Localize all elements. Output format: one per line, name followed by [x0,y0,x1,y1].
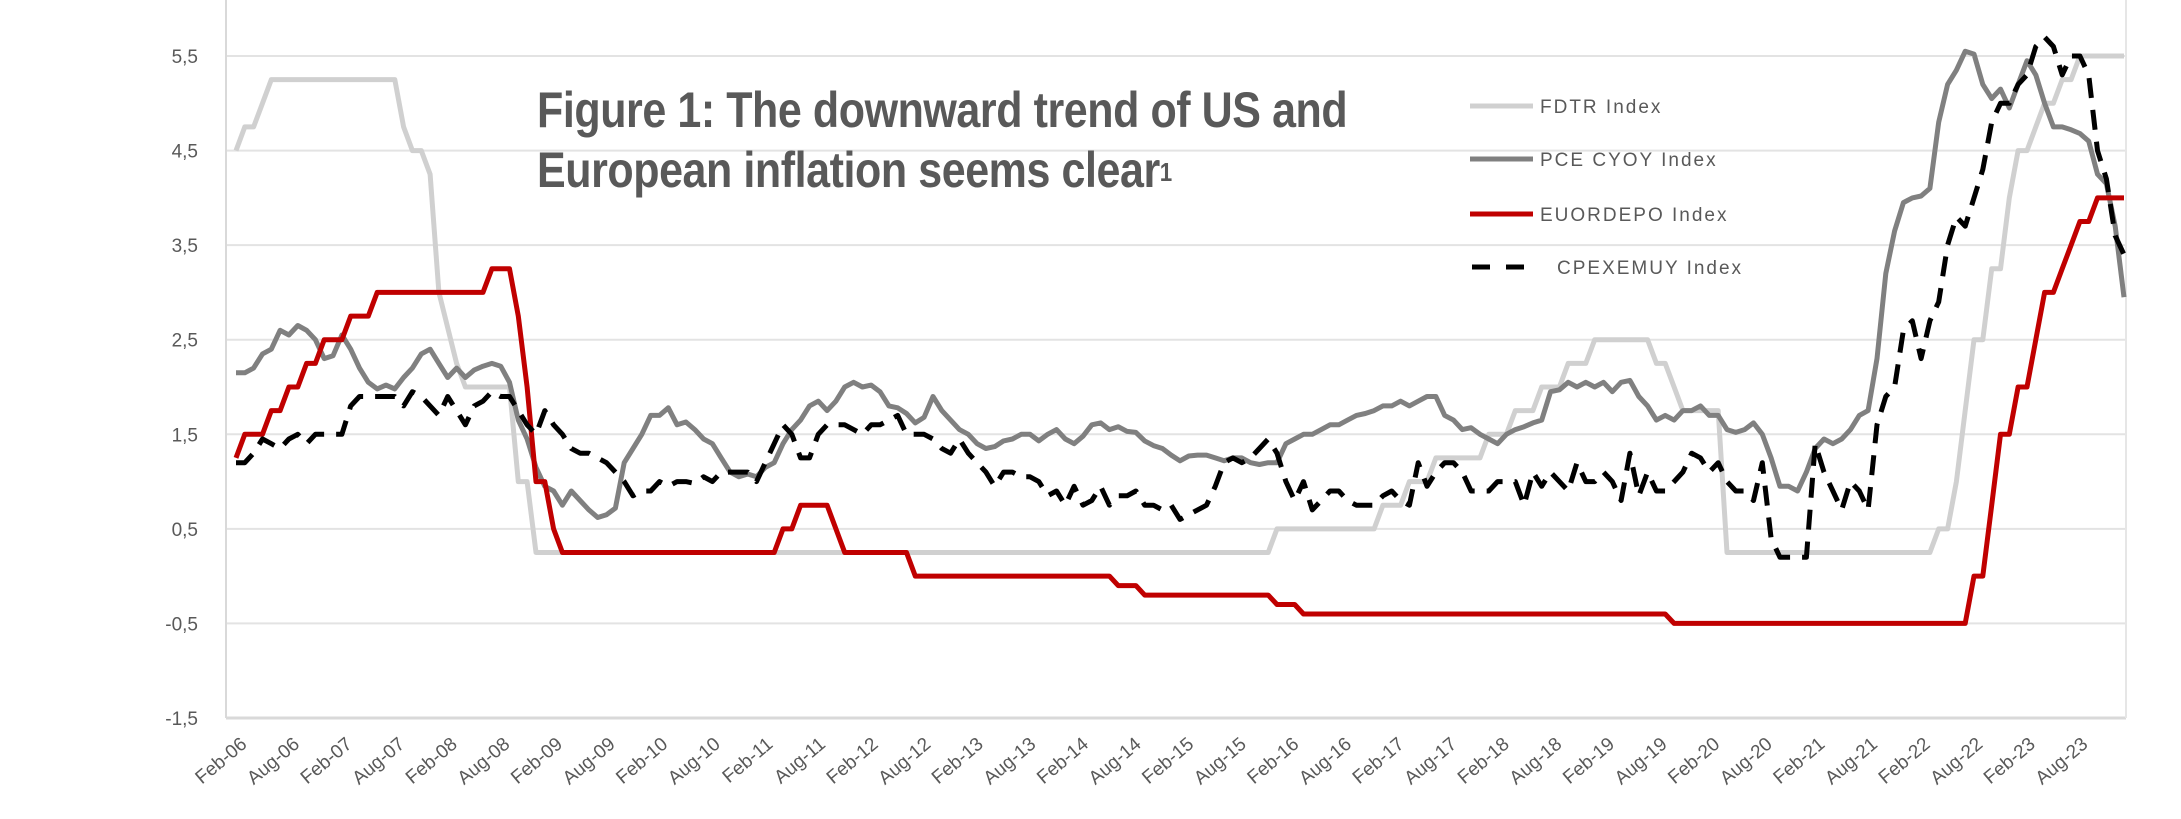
x-tick-label: Feb-15 [1138,734,1198,789]
x-tick-label: Aug-09 [559,734,619,789]
x-tick-label: Aug-08 [454,734,514,789]
series-line-cpexemuy-index [236,34,2127,560]
x-tick-label: Feb-11 [719,734,778,788]
series-line-euordepo-index [233,195,2124,626]
x-tick-label: Feb-22 [1875,734,1935,789]
x-tick-label: Aug-20 [1716,734,1776,789]
x-tick-label: Feb-07 [297,734,357,789]
y-tick-label: 2,5 [172,331,198,352]
x-tick-label: Feb-16 [1244,734,1304,789]
x-tick-label: Feb-14 [1033,733,1093,788]
x-tick-label: Aug-06 [243,734,303,789]
y-axis-ticks: -1,5 -0,5 0,5 1,5 2,5 3,5 4,5 5,5 [165,47,198,730]
x-tick-label: Feb-17 [1349,734,1409,789]
y-tick-label: 4,5 [172,142,198,163]
chart-title-line-2: European inflation seems clear1 [537,140,1347,200]
x-tick-label: Feb-18 [1454,734,1514,789]
x-tick-label: Aug-10 [664,734,724,789]
x-tick-label: Feb-13 [928,734,988,789]
x-tick-label: Feb-10 [612,734,672,789]
x-tick-label: Aug-18 [1506,734,1566,789]
y-tick-label: 3,5 [172,236,198,257]
legend-item: FDTR Index [1470,97,1662,118]
x-tick-label: Feb-21 [1770,734,1830,789]
chart-title-line-2-text: European inflation seems clear [537,142,1160,198]
x-tick-label: Aug-14 [1085,733,1146,789]
y-tick-label: 1,5 [172,425,198,446]
series-line-pce-cyoy-index [236,48,2127,520]
x-tick-label: Feb-23 [1980,734,2040,789]
x-tick-label: Aug-23 [2032,734,2092,789]
y-tick-label: 0,5 [172,520,198,541]
x-tick-label: Aug-22 [1927,734,1987,789]
x-tick-label: Aug-13 [980,734,1040,789]
x-tick-label: Feb-06 [192,734,252,789]
x-tick-label: Feb-12 [823,734,883,789]
x-axis-ticks: Feb-06Aug-06Feb-07Aug-07Feb-08Aug-08Feb-… [192,733,2093,789]
x-tick-label: Aug-15 [1190,734,1250,789]
legend-item: CPEXEMUY Index [1472,258,1743,279]
x-tick-label: Aug-21 [1821,734,1881,789]
legend-label: FDTR Index [1540,97,1662,118]
legend-item: EUORDEPO Index [1470,205,1729,226]
legend-label: CPEXEMUY Index [1557,258,1743,279]
x-tick-label: Aug-17 [1401,734,1461,789]
axes [225,0,2127,720]
legend-label: EUORDEPO Index [1540,205,1729,226]
x-tick-label: Feb-20 [1664,734,1724,789]
gridlines [226,55,2126,625]
x-tick-label: Aug-11 [770,734,829,789]
x-tick-label: Feb-09 [507,734,567,789]
x-tick-label: Feb-19 [1559,734,1619,789]
y-tick-label: -0,5 [165,614,198,635]
x-tick-label: Aug-16 [1295,734,1355,789]
legend-item: PCE CYOY Index [1470,150,1718,171]
chart-title-line-1: Figure 1: The downward trend of US and [537,82,1348,138]
x-tick-label: Feb-08 [402,734,462,789]
y-tick-label: 5,5 [172,47,198,68]
legend-label: PCE CYOY Index [1540,150,1718,171]
legend: FDTR Index PCE CYOY Index EUORDEPO Index CP… [1470,97,1743,279]
x-tick-label: Aug-19 [1611,734,1671,789]
x-tick-label: Aug-07 [349,734,409,789]
series-lines [233,34,2127,626]
x-tick-label: Aug-12 [875,734,935,789]
y-tick-label: -1,5 [165,709,198,730]
chart-title: Figure 1: The downward trend of US and E… [537,80,1348,200]
chart-title-footnote: 1 [1159,157,1172,187]
